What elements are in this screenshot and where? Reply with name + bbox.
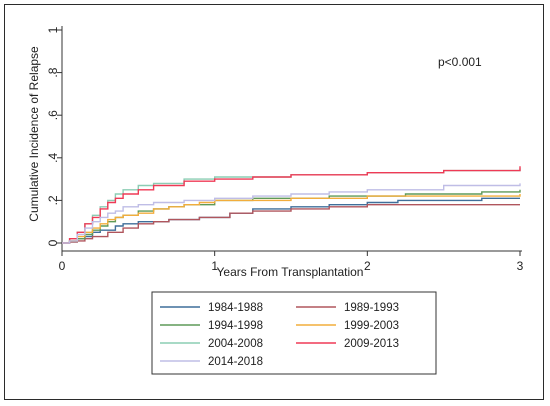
series-line-1999-2003 <box>62 194 521 244</box>
y-tick-label: .2 <box>46 195 60 205</box>
y-tick-label: .8 <box>46 67 60 77</box>
axes: 0 .2 .4 .6 .8 1 0 1 2 3 <box>46 26 524 273</box>
legend-label-2009-2013: 2009-2013 <box>344 338 399 350</box>
legend-label-2004-2008: 2004-2008 <box>208 338 263 350</box>
y-tick-label: 0 <box>46 239 60 246</box>
legend-label-1984-1988: 1984-1988 <box>208 302 263 314</box>
series-line-1989-1993 <box>62 204 520 244</box>
series-line-2014-2018 <box>62 183 521 244</box>
series-line-2009-2013 <box>62 166 521 244</box>
legend-label-1999-2003: 1999-2003 <box>344 320 399 332</box>
x-tick-label: 1 <box>211 259 218 273</box>
series-line-2004-2008 <box>62 168 521 244</box>
legend-label-1994-1998: 1994-1998 <box>208 320 263 332</box>
x-axis-title: Years From Transplantation <box>217 265 364 279</box>
p-value-annotation: p<0.001 <box>438 55 482 69</box>
y-axis-title: Cumulative Incidence of Relapse <box>27 46 41 222</box>
y-tick-label: 1 <box>46 26 60 33</box>
y-tick-label: .4 <box>46 152 60 162</box>
legend-label-1989-1993: 1989-1993 <box>344 302 399 314</box>
legend-label-2014-2018: 2014-2018 <box>208 356 263 368</box>
x-tick-label: 0 <box>59 259 66 273</box>
series-layer <box>62 166 521 244</box>
x-tick-label: 2 <box>364 259 371 273</box>
x-tick-label: 3 <box>517 259 524 273</box>
y-tick-label: .6 <box>46 110 60 120</box>
legend: 1984-1988 1989-1993 1994-1998 1999-2003 2004… <box>160 302 399 368</box>
